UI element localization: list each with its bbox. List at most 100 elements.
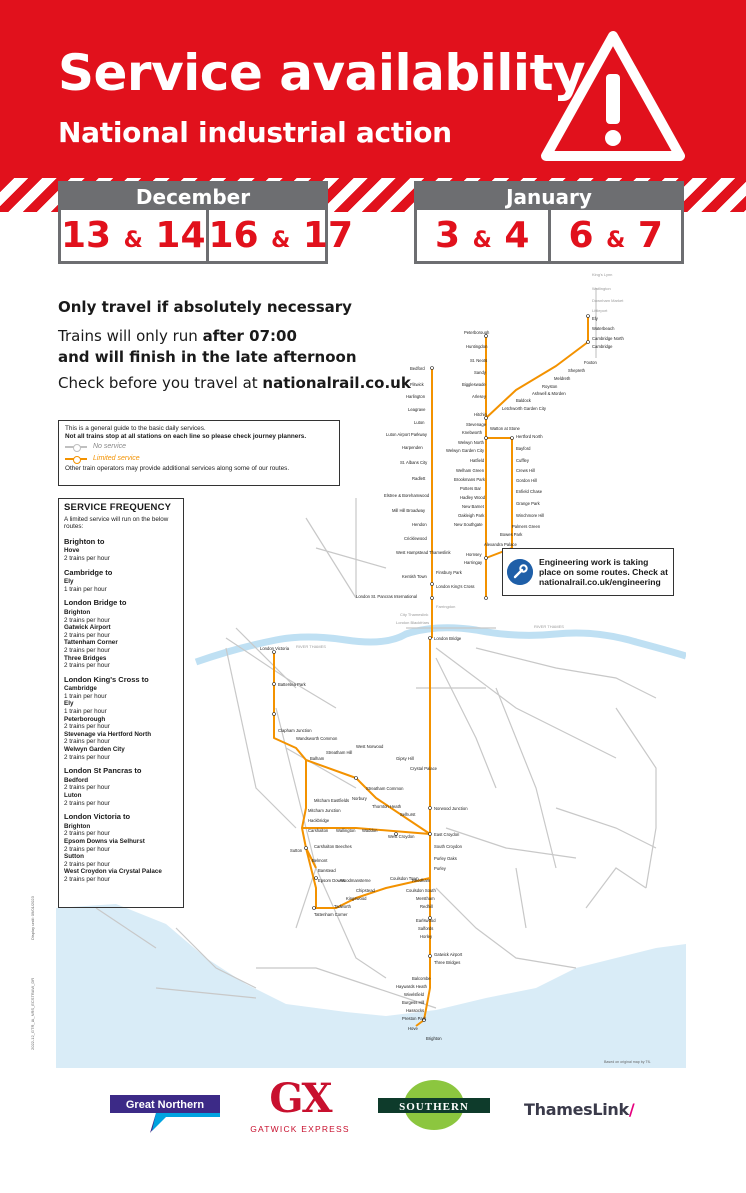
route-frequency: 2 trains per hour [64, 860, 110, 868]
svg-text:Balham: Balham [310, 756, 325, 761]
route-frequency: 2 trains per hour [64, 875, 110, 883]
display-until-note: Display until: 09/01/2023 [30, 896, 35, 940]
no-service-swatch [65, 444, 87, 452]
date-pair: 6 & 7 [547, 210, 682, 261]
svg-text:Battersea Park: Battersea Park [278, 682, 307, 687]
svg-text:Baldock: Baldock [516, 398, 532, 403]
svg-text:Cambridge: Cambridge [592, 344, 613, 349]
svg-text:New Southgate: New Southgate [454, 522, 483, 527]
svg-text:Downham Market: Downham Market [592, 298, 624, 303]
frequency-group: London Victoria to Brighton 2 trains per h… [64, 813, 178, 883]
svg-text:Hendon: Hendon [412, 522, 427, 527]
route-destination: Hove [64, 547, 80, 555]
svg-text:Belmont: Belmont [312, 858, 328, 863]
no-service-label: No service [93, 443, 127, 450]
svg-text:Harpenden: Harpenden [402, 445, 423, 450]
svg-text:Stevenage: Stevenage [466, 422, 487, 427]
route-frequency: 2 trains per hour [64, 631, 110, 639]
svg-text:Haywards Heath: Haywards Heath [396, 984, 428, 989]
route-origin: London Victoria to [64, 812, 131, 822]
svg-text:Waterbeach: Waterbeach [592, 326, 615, 331]
svg-text:Huntingdon: Huntingdon [466, 344, 488, 349]
svg-text:Crystal Palace: Crystal Palace [410, 766, 438, 771]
route-origin: London Bridge to [64, 598, 127, 608]
svg-text:Hove: Hove [408, 1026, 418, 1031]
month-label: January [417, 184, 681, 210]
great-northern-logo: Great Northern [110, 1095, 220, 1133]
svg-text:Welham Green: Welham Green [456, 468, 485, 473]
frequency-title: SERVICE FREQUENCY [64, 502, 172, 513]
route-frequency: 2 trains per hour [64, 554, 110, 562]
svg-text:Flitwick: Flitwick [410, 382, 425, 387]
limited-service-label: Limited service [93, 455, 140, 462]
svg-text:West Croydon: West Croydon [388, 834, 415, 839]
svg-text:Chipstead: Chipstead [356, 888, 376, 893]
engineering-text: Engineering work is taking place on some… [539, 557, 668, 587]
svg-text:Selhurst: Selhurst [400, 812, 416, 817]
svg-text:Waddon: Waddon [362, 828, 378, 833]
svg-text:Brighton: Brighton [426, 1036, 442, 1041]
route-destination: Brighton [64, 608, 91, 616]
date-pair: 13 & 14 [61, 215, 206, 256]
svg-text:Epsom Downs: Epsom Downs [318, 878, 345, 883]
svg-text:Bayford: Bayford [516, 446, 531, 451]
route-destination: Peterborough [64, 715, 106, 723]
route-destination: Sutton [64, 853, 84, 861]
map-key: This is a general guide to the basic dai… [58, 420, 340, 486]
date-pair: 16 & 17 [205, 210, 353, 261]
advice-times: Trains will only run after 07:00 and wil… [58, 327, 357, 366]
route-destination: Three Bridges [64, 654, 107, 662]
svg-text:Welwyn North: Welwyn North [458, 440, 485, 445]
route-frequency: 2 trains per hour [64, 784, 110, 792]
svg-text:Burgess Hill: Burgess Hill [402, 1000, 424, 1005]
svg-text:Balcombe: Balcombe [412, 976, 431, 981]
svg-text:Radlett: Radlett [412, 476, 426, 481]
route-origin: London St Pancras to [64, 766, 142, 776]
svg-text:Shepreth: Shepreth [568, 368, 586, 373]
svg-text:Banstead: Banstead [318, 868, 336, 873]
page-title: Service availability [58, 44, 586, 102]
svg-text:Hornsey: Hornsey [466, 552, 482, 557]
svg-text:Arlesey: Arlesey [472, 394, 487, 399]
print-reference: 2022-12_GTR_IA_NRS_ECSTRAW_DR [30, 977, 35, 1050]
frequency-group: Brighton to Hove 2 trains per hour [64, 538, 178, 563]
svg-text:Harringay: Harringay [464, 560, 483, 565]
header-banner: Service availability National industrial… [0, 0, 746, 190]
route-frequency: 2 trains per hour [64, 845, 110, 853]
key-text-2: Not all trains stop at all stations on e… [65, 433, 307, 440]
gatwick-express-logo: GX GATWICK EXPRESS [250, 1075, 350, 1135]
svg-text:Purley: Purley [434, 866, 447, 871]
svg-text:Hadley Wood: Hadley Wood [460, 495, 486, 500]
svg-text:Clapham Junction: Clapham Junction [278, 728, 312, 733]
svg-text:East Croydon: East Croydon [434, 832, 460, 837]
date-pair: 3 & 4 [435, 215, 530, 256]
route-destination: Bedford [64, 776, 89, 784]
svg-text:St. Neots: St. Neots [470, 358, 487, 363]
svg-text:Tadworth: Tadworth [334, 904, 352, 909]
warning-icon [541, 31, 685, 161]
svg-text:Grange Park: Grange Park [516, 501, 541, 506]
national-rail-link[interactable]: nationalrail.co.uk [262, 374, 411, 392]
svg-text:Watlington: Watlington [592, 286, 611, 291]
svg-text:Redhill: Redhill [420, 904, 433, 909]
frequency-group: London King's Cross to Cambridge 1 train p… [64, 676, 178, 762]
svg-text:Hertford North: Hertford North [516, 434, 543, 439]
svg-text:Palmers Green: Palmers Green [512, 524, 541, 529]
engineering-notice: Engineering work is taking place on some… [502, 548, 674, 596]
map-credit: Based on original map by TfL [604, 1060, 651, 1064]
svg-text:SOUTHERN: SOUTHERN [399, 1101, 469, 1113]
southern-logo: SOUTHERN [378, 1080, 490, 1130]
svg-text:Coulsdon South: Coulsdon South [406, 888, 436, 893]
svg-text:Finsbury Park: Finsbury Park [436, 570, 463, 575]
svg-text:Earlswood: Earlswood [416, 918, 436, 923]
month-label: December [61, 184, 325, 210]
svg-text:Potters Bar: Potters Bar [460, 486, 482, 491]
svg-text:Littleport: Littleport [592, 308, 608, 313]
svg-text:Carshalton Beeches: Carshalton Beeches [314, 844, 352, 849]
svg-text:Bowes Park: Bowes Park [500, 532, 523, 537]
route-frequency: 2 trains per hour [64, 830, 110, 838]
svg-text:Kingswood: Kingswood [346, 896, 367, 901]
route-destination: Welwyn Garden City [64, 746, 125, 754]
svg-text:Preston Park: Preston Park [402, 1016, 427, 1021]
route-origin: Cambridge to [64, 567, 113, 577]
